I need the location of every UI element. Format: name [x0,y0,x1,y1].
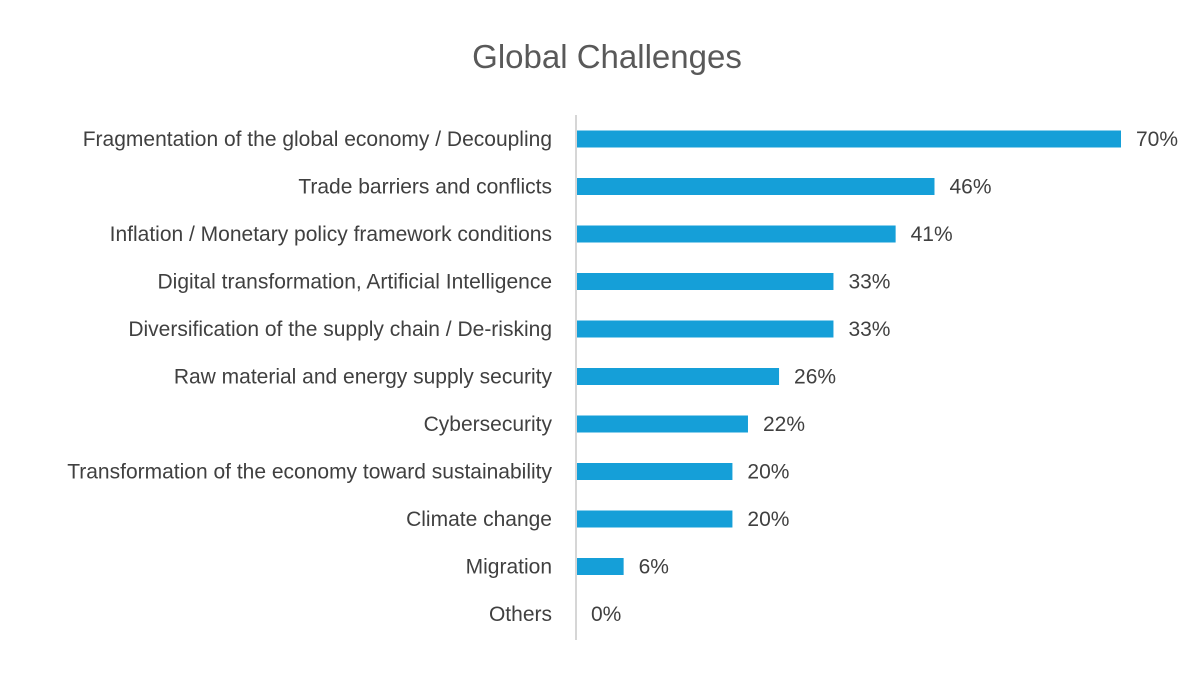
category-label: Transformation of the economy toward sus… [67,461,552,484]
category-label: Inflation / Monetary policy framework co… [110,223,552,246]
category-label: Trade barriers and conflicts [298,176,552,199]
bar [577,320,834,338]
category-label: Climate change [406,508,552,531]
bar [577,558,624,575]
value-label: 33% [848,271,890,294]
bar [577,415,748,433]
bar [577,463,733,480]
bar [577,368,780,385]
category-label: Digital transformation, Artificial Intel… [157,271,552,294]
bar [577,225,896,243]
category-label: Migration [466,556,552,579]
value-label: 70% [1136,128,1178,151]
value-label: 20% [747,461,789,484]
value-label: 33% [848,318,890,341]
value-label: 0% [591,603,621,626]
value-label: 22% [763,413,805,436]
bar [577,130,1121,148]
chart-title: Global Challenges [472,38,742,75]
bar [577,510,733,528]
value-label: 6% [639,556,669,579]
bar [577,178,935,195]
bar [577,273,834,290]
value-label: 41% [911,223,953,246]
category-label: Fragmentation of the global economy / De… [83,128,552,151]
category-label: Cybersecurity [424,413,553,436]
value-label: 26% [794,366,836,389]
category-label: Diversification of the supply chain / De… [128,318,552,341]
value-label: 46% [949,176,991,199]
category-label: Others [489,603,552,626]
category-label: Raw material and energy supply security [174,366,553,389]
value-label: 20% [747,508,789,531]
